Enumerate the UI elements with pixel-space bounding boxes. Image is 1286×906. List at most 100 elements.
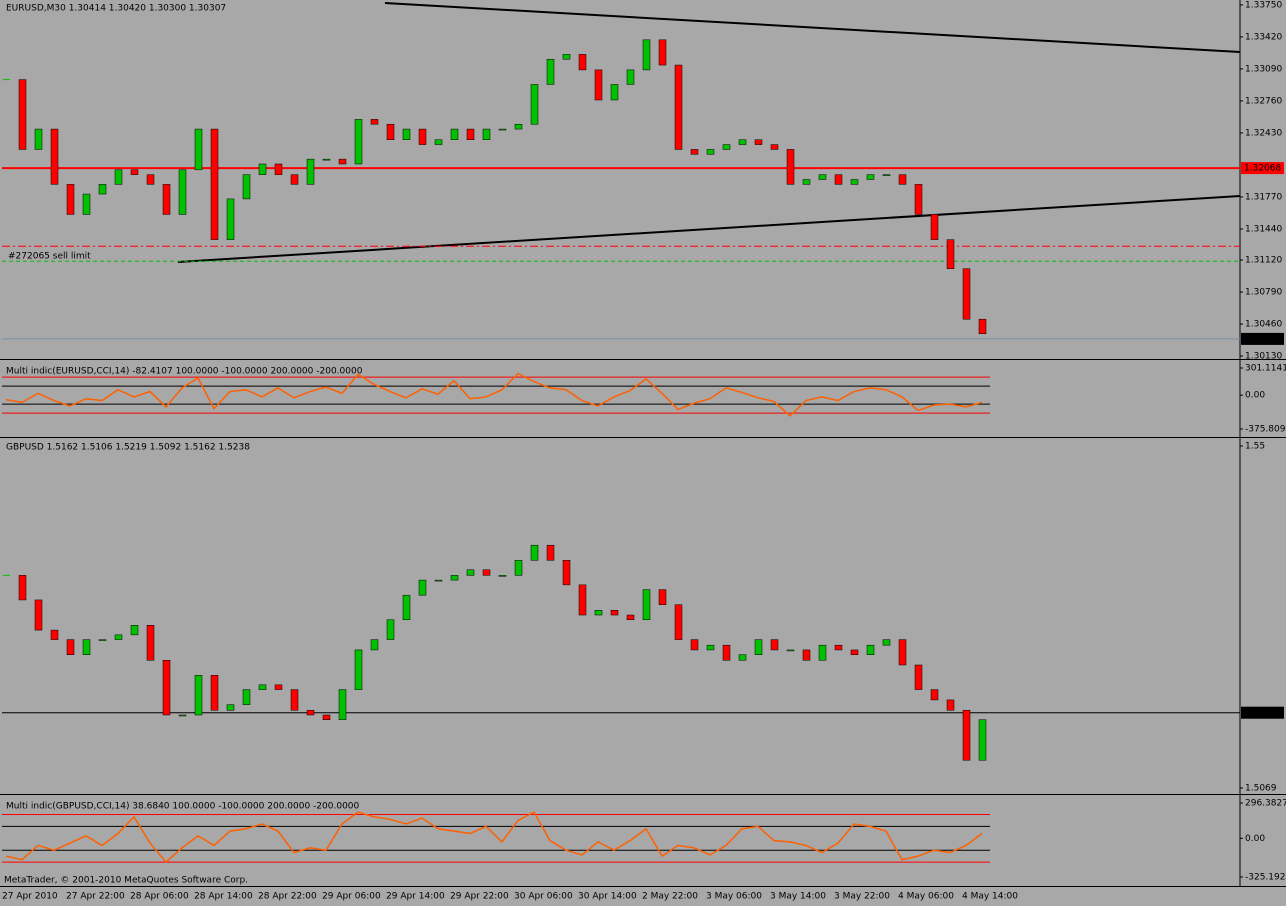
candle — [562, 560, 571, 586]
candle — [818, 174, 827, 180]
candle — [658, 39, 667, 66]
price-label: 1.51639 — [1244, 708, 1281, 718]
candle — [290, 174, 299, 185]
candle — [450, 575, 459, 581]
candle — [354, 649, 363, 690]
candle — [210, 128, 219, 240]
candle — [434, 579, 443, 582]
candle — [386, 123, 395, 140]
candle — [978, 318, 987, 334]
indicator-line — [5, 372, 983, 417]
candle — [930, 214, 939, 240]
candle — [226, 704, 235, 711]
candle — [130, 169, 139, 175]
candle — [898, 174, 907, 185]
candle — [738, 654, 747, 661]
candle — [386, 619, 395, 640]
candle — [370, 119, 379, 125]
candle — [194, 128, 203, 171]
candle — [466, 128, 475, 140]
candle — [498, 128, 507, 131]
candle — [546, 58, 555, 85]
candle — [370, 639, 379, 651]
candle — [18, 79, 27, 150]
candle — [242, 174, 251, 200]
candle — [642, 39, 651, 71]
candle — [418, 128, 427, 145]
candle — [114, 169, 123, 185]
candle — [834, 174, 843, 185]
x-tick-label: 29 Apr 22:00 — [450, 892, 509, 902]
candle — [306, 158, 315, 185]
candle — [274, 684, 283, 690]
candle — [962, 709, 971, 761]
y-tick-label: 1.31120 — [1245, 256, 1282, 266]
candle — [82, 639, 91, 655]
candle — [98, 184, 107, 195]
candle — [754, 139, 763, 145]
footer: MetaTrader, © 2001-2010 MetaQuotes Softw… — [4, 876, 248, 886]
candle — [690, 149, 699, 155]
candle — [146, 625, 155, 661]
candle — [434, 139, 443, 145]
candle — [130, 625, 139, 636]
order-annotation: #272065 sell limit — [8, 252, 91, 262]
candle — [658, 589, 667, 605]
candle — [978, 719, 987, 761]
candle — [162, 184, 171, 215]
candle — [962, 268, 971, 320]
x-tick-label: 28 Apr 22:00 — [258, 892, 317, 902]
candle — [786, 149, 795, 185]
candle — [754, 639, 763, 655]
candle — [706, 644, 715, 651]
candle — [322, 714, 331, 721]
x-tick-label: 27 Apr 22:00 — [66, 892, 125, 902]
price-label-box — [1241, 706, 1284, 719]
candle — [402, 594, 411, 621]
candle — [850, 179, 859, 185]
x-tick-label: 3 May 22:00 — [834, 892, 890, 902]
candle — [866, 644, 875, 655]
candle — [946, 699, 955, 711]
candle — [178, 169, 187, 215]
candle — [834, 644, 843, 651]
candle — [194, 675, 203, 716]
y-tick-label: 296.3827 — [1245, 799, 1286, 809]
candle — [514, 560, 523, 576]
candle — [914, 664, 923, 690]
x-tick-label: 2 May 22:00 — [642, 892, 698, 902]
candle — [418, 579, 427, 596]
candle — [690, 639, 699, 651]
y-tick-label: 1.30790 — [1245, 288, 1282, 298]
candle — [114, 634, 123, 640]
candle — [642, 589, 651, 621]
x-tick-label: 29 Apr 06:00 — [322, 892, 381, 902]
candle — [674, 64, 683, 150]
candle — [914, 184, 923, 215]
x-tick-label: 30 Apr 14:00 — [578, 892, 637, 902]
y-tick-label: 1.5069 — [1245, 784, 1277, 794]
y-tick-label: 1.31770 — [1245, 192, 1282, 202]
candle — [146, 174, 155, 185]
y-tick-label: -375.809 — [1245, 425, 1286, 435]
candle — [322, 158, 331, 161]
indicator-line — [5, 811, 983, 864]
candle — [482, 128, 491, 140]
candle — [578, 54, 587, 71]
candle — [82, 193, 91, 215]
price-label-box — [1241, 332, 1284, 345]
candle — [498, 575, 507, 577]
candle — [722, 644, 731, 661]
candle — [530, 544, 539, 561]
y-tick-label: 1.31440 — [1245, 224, 1282, 234]
candle — [722, 144, 731, 150]
y-tick-label: 1.33420 — [1245, 32, 1282, 42]
candle — [674, 604, 683, 640]
candle — [530, 84, 539, 125]
candle — [546, 544, 555, 561]
x-tick-label: 3 May 14:00 — [770, 892, 826, 902]
candle — [50, 128, 59, 185]
candle — [610, 610, 619, 616]
